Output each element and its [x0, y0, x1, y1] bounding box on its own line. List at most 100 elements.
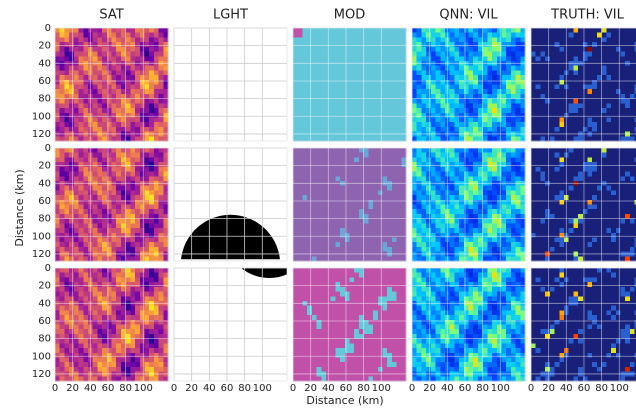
- pixel: [387, 242, 392, 247]
- pixel: [317, 214, 322, 219]
- pixel: [126, 157, 131, 162]
- pixel: [97, 42, 102, 47]
- pixel: [112, 89, 117, 94]
- pixel: [254, 320, 259, 325]
- pixel: [216, 75, 221, 80]
- pixel: [163, 334, 168, 339]
- pixel: [183, 219, 188, 224]
- pixel: [216, 47, 221, 52]
- pixel: [259, 37, 264, 42]
- pixel: [249, 47, 254, 52]
- x-tick-label: 40: [203, 383, 216, 394]
- pixel: [163, 66, 168, 71]
- pixel: [159, 157, 164, 162]
- pixel: [340, 85, 345, 90]
- pixel: [79, 296, 84, 301]
- pixel: [202, 127, 207, 132]
- pixel: [102, 167, 107, 172]
- pixel: [183, 108, 188, 113]
- pixel: [298, 108, 303, 113]
- pixel: [231, 153, 236, 158]
- pixel: [235, 127, 240, 132]
- pixel: [401, 122, 406, 127]
- pixel: [278, 28, 283, 33]
- pixel: [135, 320, 140, 325]
- pixel: [64, 200, 69, 205]
- pixel: [116, 273, 121, 278]
- pixel: [112, 320, 117, 325]
- pixel: [293, 117, 298, 122]
- pixel: [249, 75, 254, 80]
- pixel: [364, 47, 369, 52]
- pixel: [198, 127, 203, 132]
- pixel: [193, 306, 198, 311]
- pixel: [179, 233, 184, 238]
- pixel: [216, 376, 221, 381]
- pixel: [163, 315, 168, 320]
- pixel: [74, 315, 79, 320]
- pixel: [231, 75, 236, 80]
- pixel: [293, 28, 298, 33]
- pixel: [401, 108, 406, 113]
- pixel: [112, 94, 117, 99]
- pixel: [130, 357, 135, 362]
- pixel: [102, 277, 107, 282]
- pixel: [174, 108, 179, 113]
- pixel: [354, 122, 359, 127]
- pixel: [221, 320, 226, 325]
- pixel: [212, 52, 217, 57]
- pixel: [74, 223, 79, 228]
- pixel: [102, 153, 107, 158]
- pixel: [74, 228, 79, 233]
- pixel: [259, 117, 264, 122]
- pixel: [126, 329, 131, 334]
- pixel: [188, 325, 193, 330]
- pixel: [69, 176, 74, 181]
- pixel: [55, 334, 60, 339]
- pixel: [282, 205, 287, 210]
- pixel: [364, 70, 369, 75]
- pixel: [149, 113, 154, 118]
- pixel: [93, 329, 98, 334]
- pixel: [221, 33, 226, 38]
- pixel: [112, 80, 117, 85]
- pixel: [354, 153, 359, 158]
- pixel: [335, 353, 340, 358]
- pixel: [354, 85, 359, 90]
- pixel: [193, 205, 198, 210]
- pixel: [231, 52, 236, 57]
- pixel: [121, 190, 126, 195]
- pixel: [240, 172, 245, 177]
- pixel: [340, 37, 345, 42]
- pixel: [335, 268, 340, 273]
- pixel: [249, 357, 254, 362]
- pixel: [245, 94, 250, 99]
- pixel: [340, 113, 345, 118]
- pixel: [298, 315, 303, 320]
- pixel: [74, 287, 79, 292]
- pixel: [382, 94, 387, 99]
- pixel: [202, 99, 207, 104]
- pixel: [60, 153, 65, 158]
- pixel: [368, 228, 373, 233]
- pixel: [298, 99, 303, 104]
- pixel: [317, 367, 322, 372]
- pixel: [245, 186, 250, 191]
- pixel: [179, 186, 184, 191]
- pixel: [149, 357, 154, 362]
- pixel: [263, 108, 268, 113]
- pixel: [350, 122, 355, 127]
- pixel: [135, 277, 140, 282]
- pixel: [298, 310, 303, 315]
- pixel: [83, 122, 88, 127]
- pixel: [79, 362, 84, 367]
- pixel: [107, 200, 112, 205]
- pixel: [107, 310, 112, 315]
- pixel: [93, 315, 98, 320]
- pixel: [401, 172, 406, 177]
- pixel: [249, 66, 254, 71]
- pixel: [144, 306, 149, 311]
- pixel: [154, 325, 159, 330]
- pixel: [273, 205, 278, 210]
- pixel: [93, 176, 98, 181]
